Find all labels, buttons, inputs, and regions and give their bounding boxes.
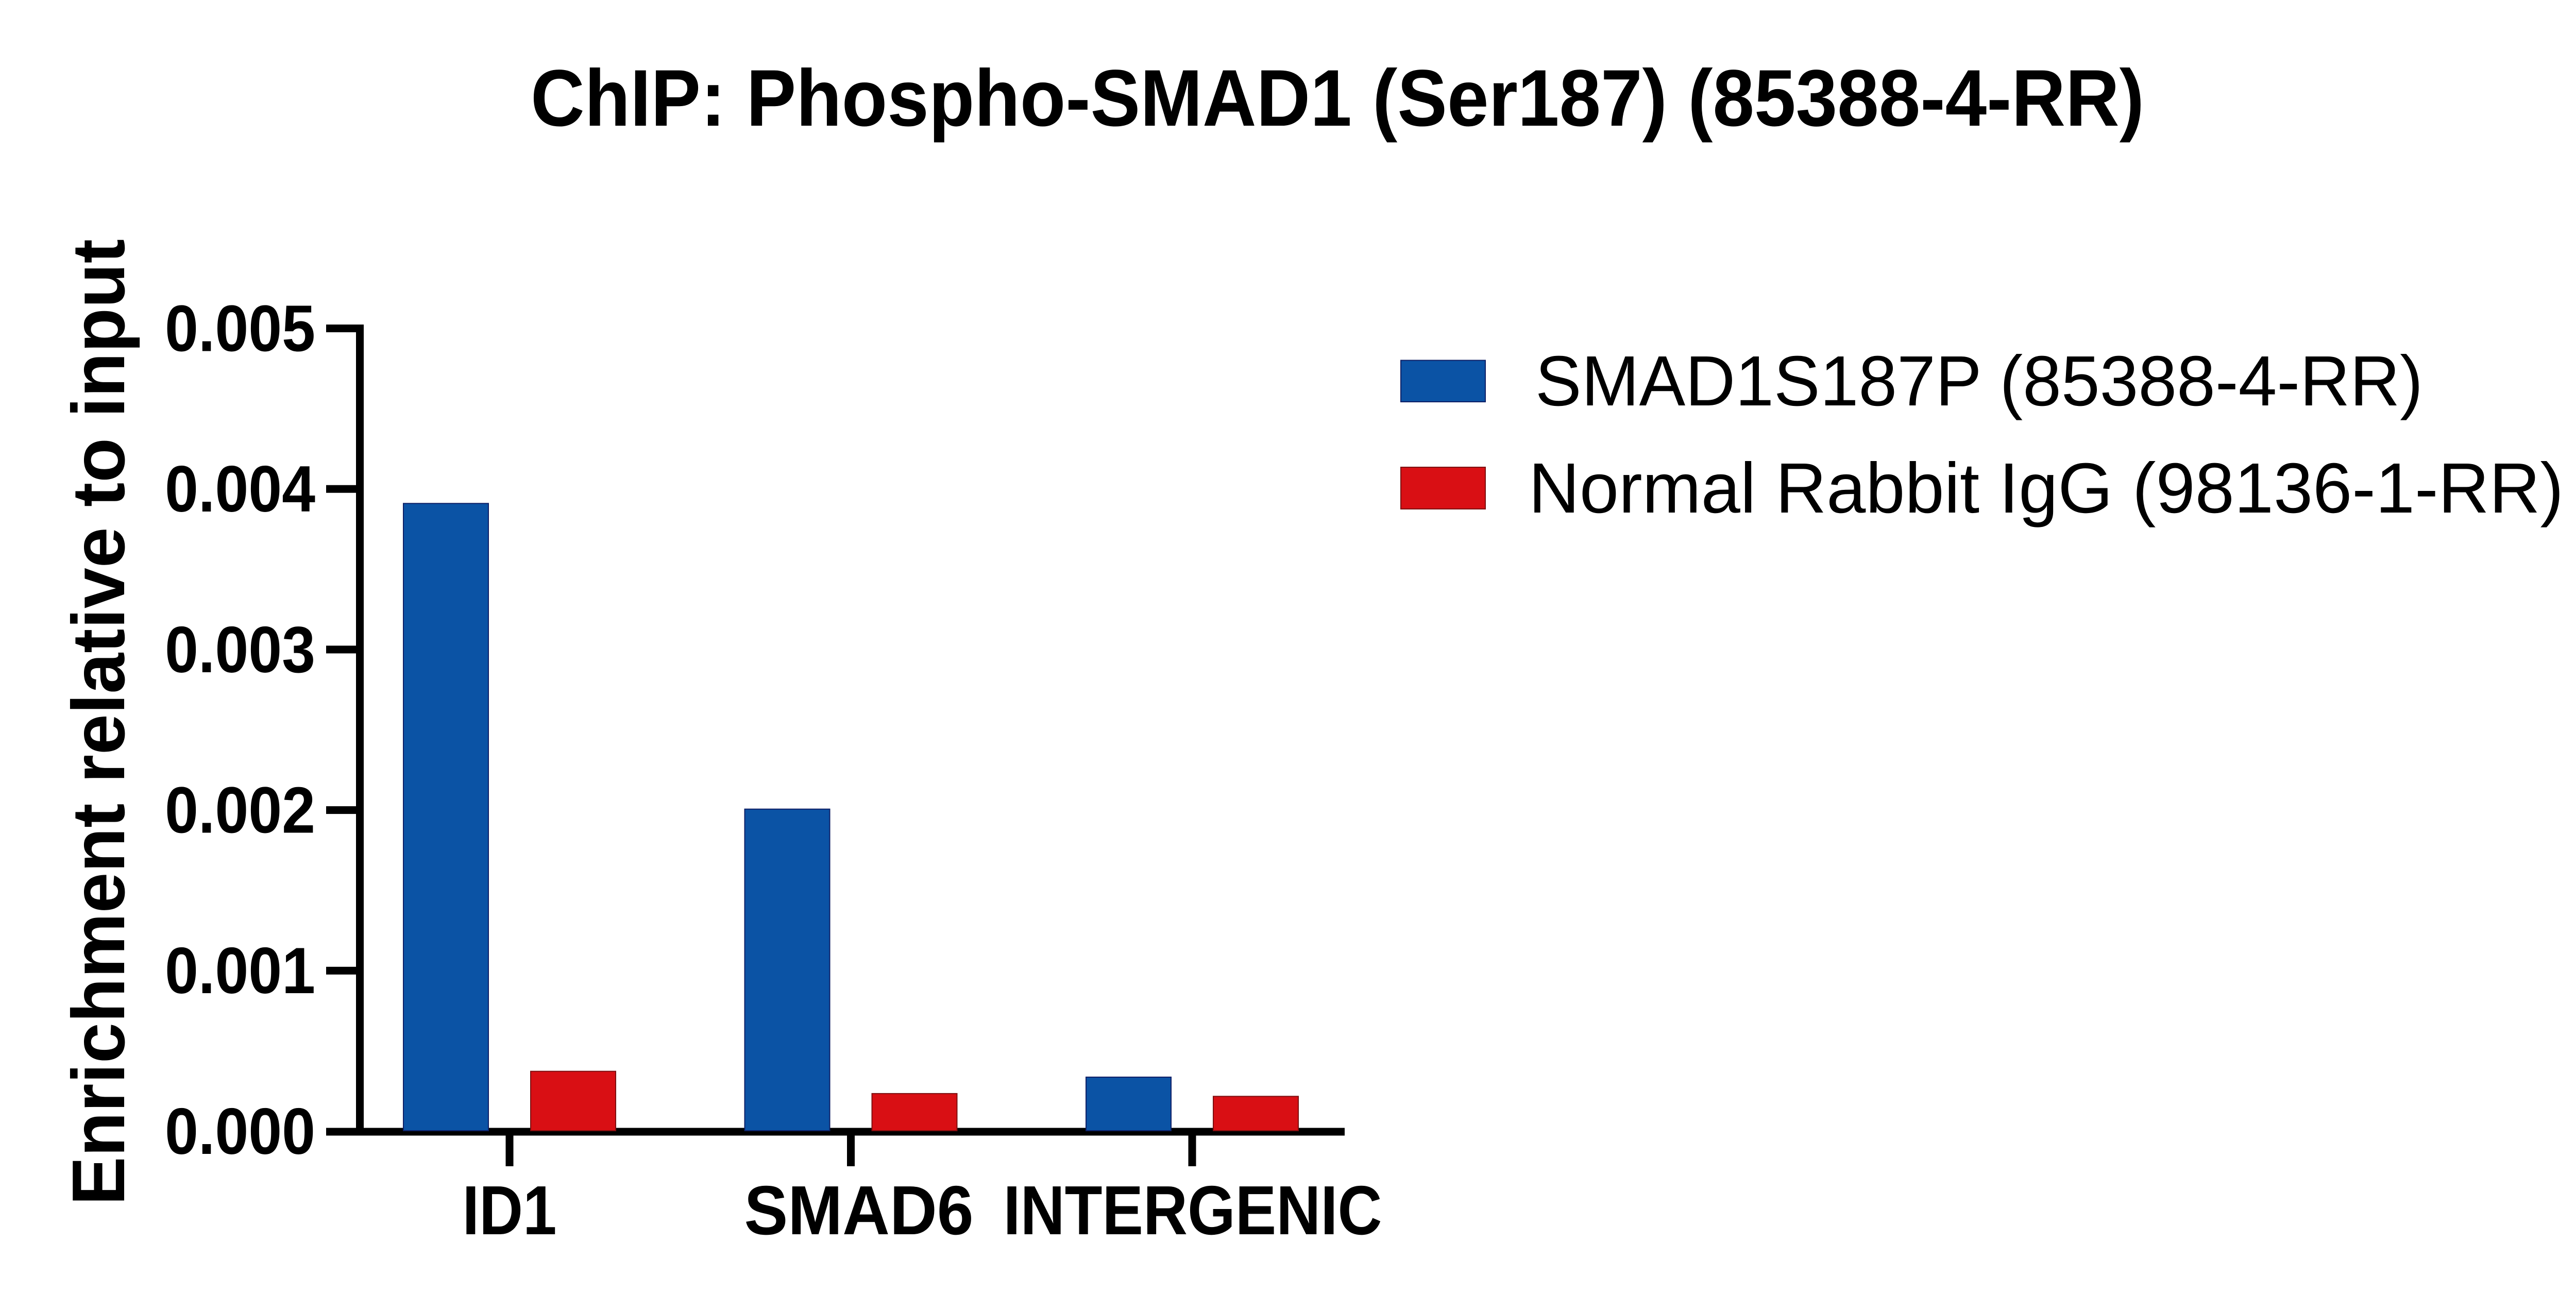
svg-text:ChIP: Phospho-SMAD1 (Ser187) (: ChIP: Phospho-SMAD1 (Ser187) (85388-4-RR… xyxy=(531,54,2144,143)
svg-text:0.001: 0.001 xyxy=(165,934,315,1007)
svg-text:0.004: 0.004 xyxy=(165,452,315,525)
svg-text:Normal Rabbit IgG (98136-1-RR): Normal Rabbit IgG (98136-1-RR) xyxy=(1529,449,2564,528)
svg-text:0.005: 0.005 xyxy=(165,292,315,365)
svg-text:0.002: 0.002 xyxy=(165,774,315,847)
svg-text:INTERGENIC: INTERGENIC xyxy=(1004,1171,1382,1249)
svg-text:0.003: 0.003 xyxy=(165,613,315,686)
svg-text:ID1: ID1 xyxy=(463,1171,557,1249)
svg-text:Enrichment relative to input: Enrichment relative to input xyxy=(57,239,140,1205)
svg-text:0.000: 0.000 xyxy=(165,1095,315,1168)
svg-text:SMAD6: SMAD6 xyxy=(744,1171,974,1249)
svg-text:SMAD1S187P (85388-4-RR): SMAD1S187P (85388-4-RR) xyxy=(1535,342,2423,421)
